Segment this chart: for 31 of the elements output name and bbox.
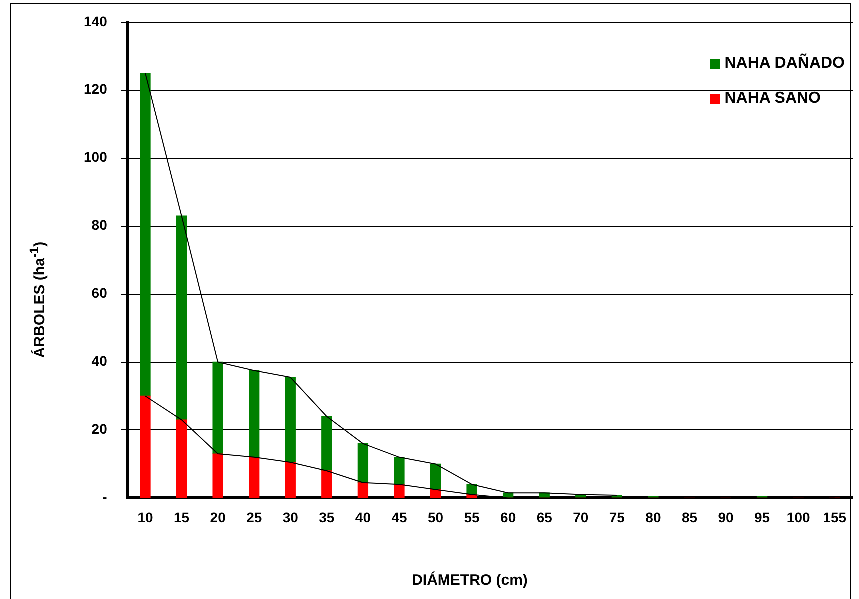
legend-label: NAHA SANO	[724, 90, 821, 108]
y-tick-label: 100	[84, 149, 108, 166]
x-tick-label: 85	[682, 509, 698, 526]
x-tick-label: 50	[428, 509, 444, 526]
x-tick-label: 40	[355, 509, 372, 526]
y-tick-label: 120	[84, 81, 108, 98]
y-tick-label: -	[102, 489, 108, 506]
x-tick-label: 45	[392, 509, 408, 526]
y-tick-label: 80	[92, 217, 108, 234]
x-tick-label: 25	[246, 509, 262, 526]
y-tick-label: 140	[84, 13, 108, 30]
x-tick-label: 90	[718, 509, 734, 526]
x-tick-label: 75	[609, 509, 626, 526]
x-tick-label: 60	[500, 509, 516, 526]
x-tick-label: 10	[138, 509, 154, 526]
x-tick-label: 35	[319, 509, 335, 526]
x-tick-label: 155	[823, 509, 847, 526]
x-tick-label: 95	[754, 509, 770, 526]
y-tick-label: 60	[92, 285, 108, 302]
x-tick-label: 65	[536, 509, 553, 526]
x-tick-label: 80	[646, 509, 662, 526]
x-tick-label: 55	[464, 509, 480, 526]
y-tick-label: 40	[92, 353, 108, 370]
legend-label: NAHA DAÑADO	[724, 55, 845, 73]
x-tick-label: 70	[573, 509, 589, 526]
x-axis-title: DIÁMETRO (cm)	[411, 572, 529, 589]
y-tick-label: 20	[92, 421, 108, 438]
x-tick-label: 30	[282, 509, 299, 526]
x-tick-label: 100	[786, 509, 810, 526]
x-tick-label: 15	[174, 509, 190, 526]
x-tick-label: 20	[210, 509, 226, 526]
